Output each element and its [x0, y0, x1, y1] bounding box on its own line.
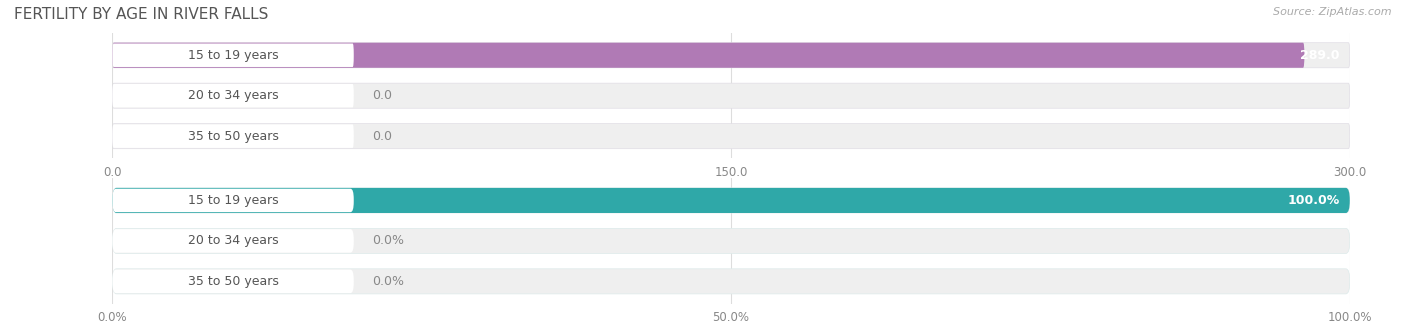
Text: 0.0: 0.0 — [373, 89, 392, 102]
Text: 20 to 34 years: 20 to 34 years — [188, 89, 278, 102]
FancyBboxPatch shape — [112, 188, 1350, 213]
Text: FERTILITY BY AGE IN RIVER FALLS: FERTILITY BY AGE IN RIVER FALLS — [14, 7, 269, 21]
FancyBboxPatch shape — [112, 124, 354, 148]
FancyBboxPatch shape — [112, 84, 354, 108]
Text: 0.0%: 0.0% — [373, 275, 405, 288]
FancyBboxPatch shape — [112, 124, 1350, 149]
Text: 100.0%: 100.0% — [1288, 194, 1340, 207]
Text: Source: ZipAtlas.com: Source: ZipAtlas.com — [1274, 7, 1392, 16]
FancyBboxPatch shape — [112, 270, 354, 293]
FancyBboxPatch shape — [112, 43, 1305, 68]
Text: 0.0: 0.0 — [373, 130, 392, 143]
FancyBboxPatch shape — [112, 44, 354, 67]
FancyBboxPatch shape — [112, 43, 1350, 68]
Text: 289.0: 289.0 — [1301, 49, 1340, 62]
FancyBboxPatch shape — [112, 229, 354, 253]
Text: 35 to 50 years: 35 to 50 years — [187, 130, 278, 143]
Text: 15 to 19 years: 15 to 19 years — [188, 194, 278, 207]
Text: 0.0%: 0.0% — [373, 234, 405, 248]
FancyBboxPatch shape — [112, 269, 1350, 294]
FancyBboxPatch shape — [112, 189, 354, 212]
FancyBboxPatch shape — [112, 228, 1350, 253]
Text: 35 to 50 years: 35 to 50 years — [187, 275, 278, 288]
Text: 15 to 19 years: 15 to 19 years — [188, 49, 278, 62]
FancyBboxPatch shape — [112, 83, 1350, 108]
FancyBboxPatch shape — [112, 188, 1350, 213]
Text: 20 to 34 years: 20 to 34 years — [188, 234, 278, 248]
